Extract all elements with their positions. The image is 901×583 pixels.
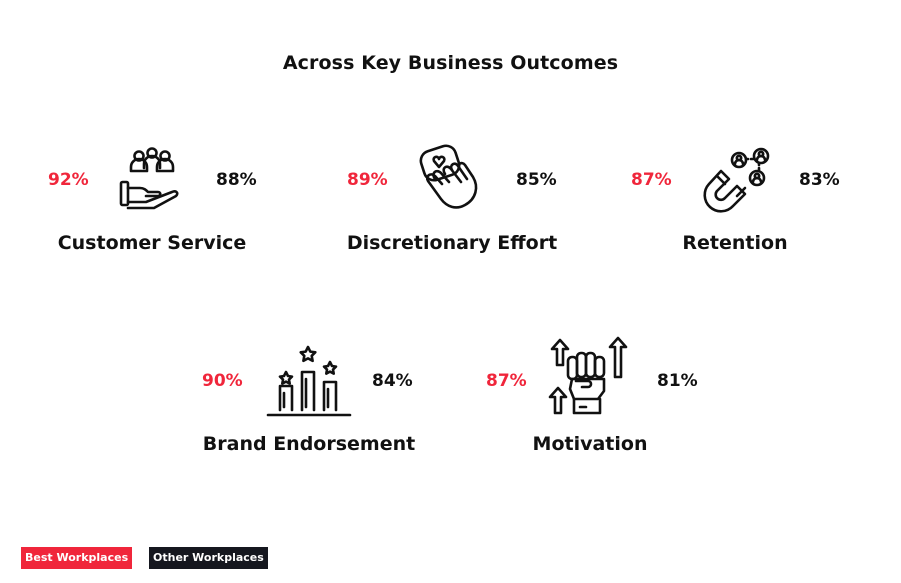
best-value: 89% xyxy=(347,170,388,190)
metric-brand-endorsement: 90% 84% Brand Endorsement xyxy=(202,345,415,455)
legend-best-workplaces: Best Workplaces xyxy=(21,547,133,569)
metric-motivation: 87% 81% Motivation xyxy=(486,336,698,455)
best-value: 90% xyxy=(202,371,243,391)
other-value: 88% xyxy=(216,170,257,190)
metric-label: Motivation xyxy=(532,433,648,455)
other-value: 84% xyxy=(372,371,413,391)
metric-label: Discretionary Effort xyxy=(346,232,558,254)
helping-hand-people-icon xyxy=(116,144,188,216)
other-value: 81% xyxy=(657,371,698,391)
other-value: 83% xyxy=(799,170,840,190)
magnet-people-icon xyxy=(699,144,771,216)
fist-arrows-icon xyxy=(546,335,630,417)
legend-other-workplaces: Other Workplaces xyxy=(149,547,268,569)
metric-label: Brand Endorsement xyxy=(202,433,416,455)
metric-customer-service: 92% 88% Customer Service xyxy=(48,147,257,254)
metric-retention: 87% 83% Retention xyxy=(631,147,840,254)
best-value: 87% xyxy=(631,170,672,190)
metric-label: Retention xyxy=(682,232,788,254)
metric-label: Customer Service xyxy=(57,232,247,254)
best-value: 92% xyxy=(48,170,89,190)
podium-stars-icon xyxy=(266,345,352,417)
metric-discretionary-effort: 89% 85% Discretionary Effort xyxy=(347,144,557,254)
other-value: 85% xyxy=(516,170,557,190)
page-title: Across Key Business Outcomes xyxy=(282,52,619,74)
best-value: 87% xyxy=(486,371,527,391)
hand-heart-icon xyxy=(416,144,488,216)
